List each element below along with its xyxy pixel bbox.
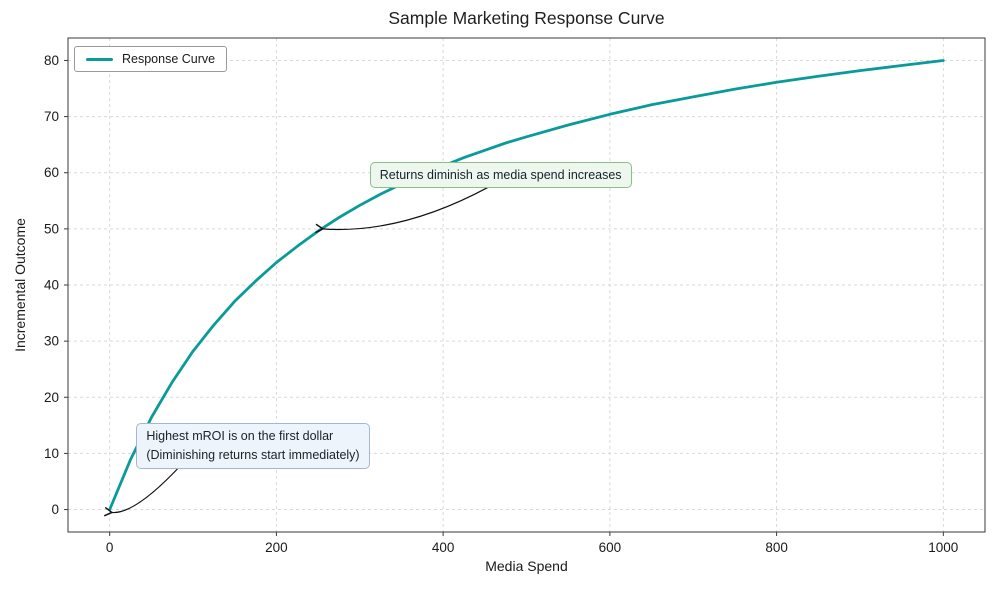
x-tick-label: 600: [599, 540, 622, 555]
annotation-arrow: [322, 186, 490, 230]
y-tick-label: 20: [44, 390, 59, 405]
y-tick-label: 50: [44, 221, 59, 236]
x-tick-label: 1000: [928, 540, 958, 555]
y-axis-label: Incremental Outcome: [12, 218, 28, 352]
x-tick-label: 0: [106, 540, 114, 555]
y-tick-label: 80: [44, 53, 59, 68]
x-tick-label: 200: [265, 540, 288, 555]
x-tick-label: 400: [432, 540, 455, 555]
legend-label: Response Curve: [122, 52, 216, 66]
x-tick-label: 800: [765, 540, 788, 555]
y-tick-label: 30: [44, 334, 59, 349]
legend: Response Curve: [74, 46, 228, 72]
y-tick-label: 0: [51, 502, 59, 517]
x-axis-label: Media Spend: [485, 558, 568, 574]
annotation-highest-mroi: Highest mROI is on the first dollar (Dim…: [136, 423, 370, 469]
chart-title: Sample Marketing Response Curve: [388, 8, 665, 28]
annotation-arrow: [111, 462, 184, 513]
y-tick-label: 70: [44, 109, 59, 124]
legend-line-sample: [86, 57, 113, 61]
y-tick-label: 40: [44, 278, 59, 293]
y-tick-label: 60: [44, 165, 59, 180]
y-tick-label: 10: [44, 446, 59, 461]
annotation-diminishing-returns: Returns diminish as media spend increase…: [369, 161, 632, 189]
